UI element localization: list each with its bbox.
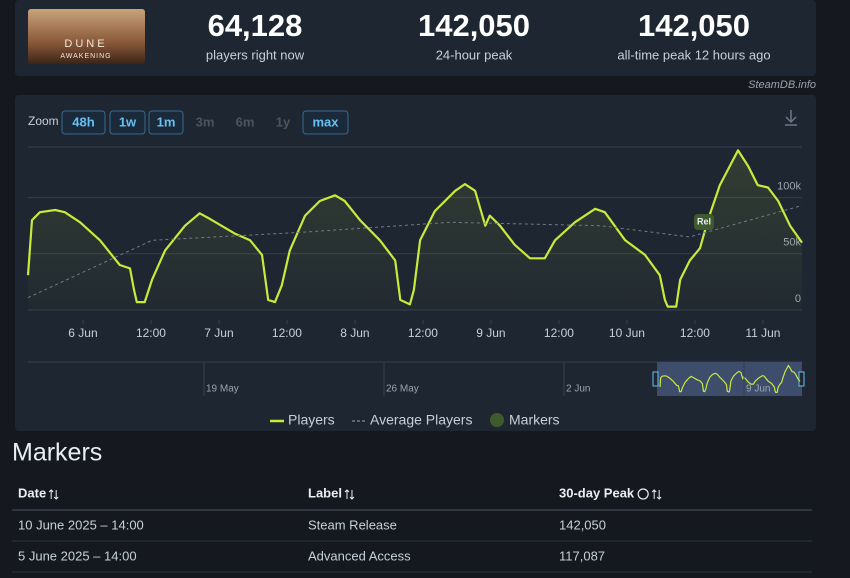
x-tick-label: 12:00 bbox=[272, 326, 302, 340]
x-tick-label: 7 Jun bbox=[204, 326, 233, 340]
navigator-handle[interactable] bbox=[652, 371, 659, 387]
zoom-button-label[interactable]: 1w bbox=[119, 114, 137, 129]
x-tick-label: 10 Jun bbox=[609, 326, 645, 340]
info-icon bbox=[637, 488, 649, 500]
zoom-button-label: 1y bbox=[276, 114, 291, 129]
zoom-button-label[interactable]: 48h bbox=[72, 114, 94, 129]
sort-icon[interactable] bbox=[344, 489, 355, 500]
download-icon[interactable] bbox=[785, 110, 797, 126]
zoom-button[interactable] bbox=[302, 110, 349, 135]
legend-marker bbox=[490, 413, 504, 427]
x-tick-label: 12:00 bbox=[408, 326, 438, 340]
section-title: Markers bbox=[12, 439, 102, 467]
navigator-line bbox=[659, 364, 801, 393]
zoom-button[interactable] bbox=[61, 110, 106, 135]
game-logo bbox=[28, 9, 145, 64]
navigator-handle[interactable] bbox=[798, 371, 805, 387]
zoom-button[interactable] bbox=[109, 110, 146, 135]
logo-text: AWAKENING bbox=[60, 53, 111, 60]
legend-label[interactable]: Players bbox=[288, 412, 335, 428]
stat-label: players right now bbox=[206, 47, 305, 62]
x-tick-label: 12:00 bbox=[136, 326, 166, 340]
table-cell: 142,050 bbox=[559, 517, 606, 532]
navigator-label: 26 May bbox=[386, 384, 419, 395]
y-tick-label: 100k bbox=[777, 180, 801, 192]
x-tick-label: 6 Jun bbox=[68, 326, 97, 340]
table-cell: Steam Release bbox=[308, 517, 397, 532]
column-header[interactable]: Label bbox=[308, 485, 342, 500]
column-header[interactable]: Date bbox=[18, 485, 46, 500]
stat-value: 142,050 bbox=[418, 8, 530, 43]
x-tick-label: 12:00 bbox=[544, 326, 574, 340]
stat-value: 142,050 bbox=[638, 8, 750, 43]
zoom-button-label[interactable]: 1m bbox=[157, 114, 176, 129]
marker bbox=[693, 214, 714, 230]
navigator-label: 2 Jun bbox=[566, 384, 590, 395]
x-tick-label: 11 Jun bbox=[745, 326, 780, 340]
x-tick-label: 9 Jun bbox=[476, 326, 505, 340]
players-area bbox=[28, 150, 802, 310]
table-cell: Advanced Access bbox=[308, 548, 411, 563]
legend-label[interactable]: Average Players bbox=[370, 412, 472, 428]
legend-label[interactable]: Markers bbox=[509, 412, 560, 428]
chart-panel bbox=[15, 95, 816, 431]
table-cell: 5 June 2025 – 14:00 bbox=[18, 548, 137, 563]
x-tick-label: 12:00 bbox=[680, 326, 710, 340]
stat-label: 24-hour peak bbox=[436, 47, 513, 62]
source: SteamDB.info bbox=[748, 79, 816, 91]
logo-text: DUNE bbox=[64, 38, 107, 50]
table-cell: 117,087 bbox=[559, 548, 605, 563]
zoom-button-label[interactable]: max bbox=[312, 114, 339, 129]
players-line bbox=[26, 149, 803, 308]
marker-label: Rel bbox=[697, 216, 711, 226]
zoom-label: Zoom bbox=[28, 114, 59, 128]
column-header[interactable]: 30-day Peak bbox=[559, 485, 635, 500]
sort-icon[interactable] bbox=[48, 489, 59, 500]
stat-label: all-time peak 12 hours ago bbox=[617, 47, 770, 62]
zoom-button-label: 3m bbox=[196, 114, 215, 129]
header-panel bbox=[15, 0, 816, 76]
table-cell: 10 June 2025 – 14:00 bbox=[18, 517, 144, 532]
zoom-button[interactable] bbox=[148, 110, 184, 135]
x-tick-label: 8 Jun bbox=[340, 326, 369, 340]
navigator-label: 9 Jun bbox=[746, 384, 770, 395]
zoom-button-label: 6m bbox=[236, 114, 255, 129]
sort-icon[interactable] bbox=[651, 489, 662, 500]
stat-value: 64,128 bbox=[208, 8, 303, 43]
navigator-label: 19 May bbox=[206, 384, 239, 395]
